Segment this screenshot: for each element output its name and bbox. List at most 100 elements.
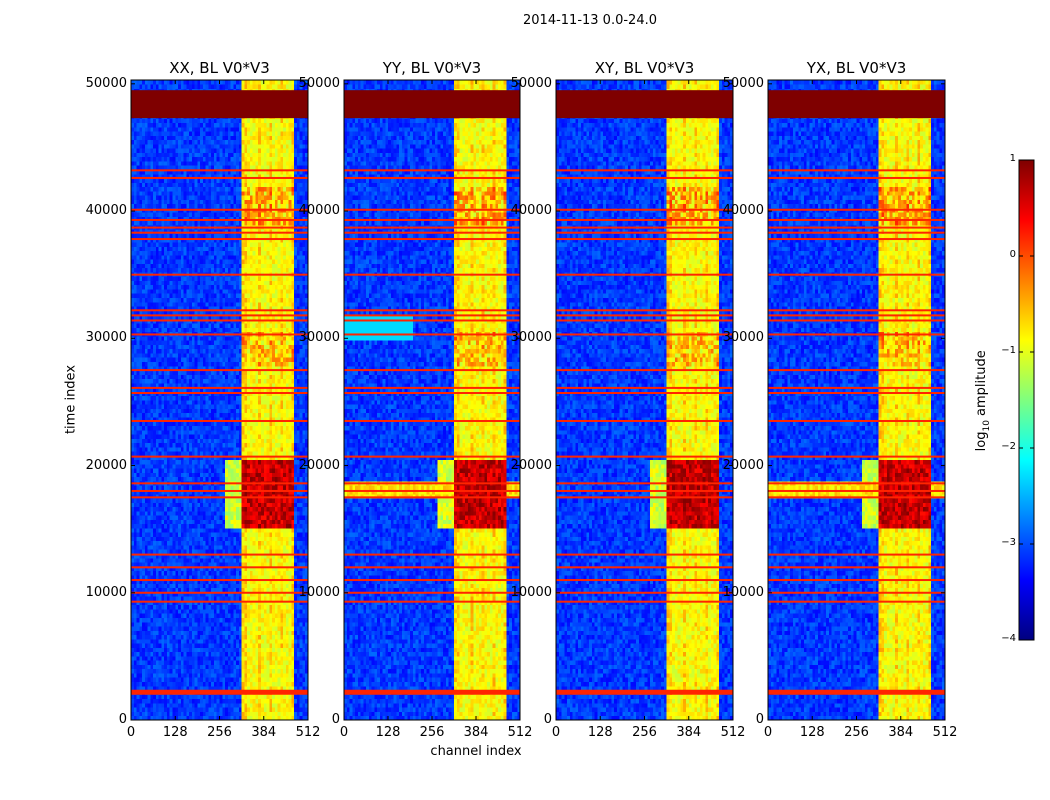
heatmap-cell	[250, 711, 253, 716]
heatmap-cell	[161, 673, 164, 678]
heatmap-cell	[255, 669, 258, 674]
heatmap-cell	[186, 673, 189, 678]
heatmap-cell	[153, 711, 156, 716]
heatmap-cell	[280, 677, 283, 682]
heatmap-cell	[214, 707, 217, 712]
heatmap-cell	[206, 711, 209, 716]
heatmap-cell	[175, 699, 178, 704]
heatmap-cell	[233, 673, 236, 678]
heatmap-cell	[283, 703, 286, 708]
heatmap-cell	[145, 703, 148, 708]
heatmap-cell	[300, 677, 303, 682]
heatmap-cell	[247, 707, 250, 712]
heatmap-cell	[189, 707, 192, 712]
heatmap-cell	[148, 673, 151, 678]
heatmap-cell	[167, 711, 170, 716]
heatmap-cell	[244, 707, 247, 712]
heatmap-cell	[261, 669, 264, 674]
heatmap-cell	[236, 677, 239, 682]
heatmap-cell	[244, 673, 247, 678]
heatmap-cell	[142, 711, 145, 716]
heatmap-cell	[217, 711, 220, 716]
heatmap-cell	[206, 694, 209, 699]
heatmap-cell	[145, 699, 148, 704]
heatmap-cell	[269, 682, 272, 687]
heatmap-cell	[283, 694, 286, 699]
heatmap-cell	[269, 669, 272, 674]
heatmap-cell	[244, 669, 247, 674]
heatmap-cell	[137, 699, 140, 704]
heatmap-cell	[283, 682, 286, 687]
heatmap-cell	[250, 699, 253, 704]
heatmap-cell	[200, 699, 203, 704]
heatmap-cell	[236, 703, 239, 708]
heatmap-cell	[297, 703, 300, 708]
heatmap-cell	[189, 669, 192, 674]
heatmap-cell	[236, 699, 239, 704]
heatmap-cell	[175, 694, 178, 699]
heatmap-cell	[195, 707, 198, 712]
heatmap-cell	[239, 703, 242, 708]
heatmap-cell	[253, 673, 256, 678]
heatmap-cell	[267, 673, 270, 678]
heatmap-cell	[161, 665, 164, 670]
heatmap-cell	[203, 673, 206, 678]
heatmap-cell	[289, 673, 292, 678]
heatmap-cell	[244, 694, 247, 699]
heatmap-cell	[184, 673, 187, 678]
heatmap-cell	[258, 673, 261, 678]
heatmap-cell	[153, 673, 156, 678]
heatmap-cell	[211, 677, 214, 682]
heatmap-cell	[200, 677, 203, 682]
heatmap-cell	[156, 673, 159, 678]
heatmap-cell	[189, 711, 192, 716]
heatmap-cell	[222, 682, 225, 687]
heatmap-cell	[150, 682, 153, 687]
heatmap-cell	[197, 699, 200, 704]
heatmap-cell	[167, 694, 170, 699]
heatmap-cell	[253, 682, 256, 687]
heatmap-cell	[195, 682, 198, 687]
heatmap-cell	[278, 703, 281, 708]
heatmap-cell	[211, 673, 214, 678]
heatmap-cell	[236, 711, 239, 716]
heatmap-cell	[247, 677, 250, 682]
heatmap-cell	[239, 699, 242, 704]
heatmap-cell	[206, 677, 209, 682]
heatmap-cell	[164, 707, 167, 712]
heatmap-cell	[289, 703, 292, 708]
heatmap-cell	[214, 673, 217, 678]
heatmap-cell	[153, 682, 156, 687]
heatmap-cell	[269, 673, 272, 678]
heatmap-cell	[280, 673, 283, 678]
heatmap-cell	[208, 669, 211, 674]
heatmap-cell	[186, 711, 189, 716]
heatmap-cell	[139, 665, 142, 670]
heatmap-cell	[145, 707, 148, 712]
heatmap-cell	[264, 699, 267, 704]
heatmap-cell	[217, 669, 220, 674]
heatmap-cell	[228, 699, 231, 704]
heatmap-cell	[148, 669, 151, 674]
heatmap-cell	[153, 669, 156, 674]
heatmap-cell	[211, 703, 214, 708]
heatmap-cell	[242, 669, 245, 674]
heatmap-cell	[217, 677, 220, 682]
heatmap-cell	[222, 673, 225, 678]
heatmap-cell	[137, 673, 140, 678]
heatmap-cell	[139, 682, 142, 687]
heatmap-cell	[184, 694, 187, 699]
heatmap-cell	[225, 703, 228, 708]
heatmap-cell	[302, 699, 305, 704]
heatmap-cell	[156, 669, 159, 674]
heatmap-cell	[291, 669, 294, 674]
heatmap-cell	[272, 669, 275, 674]
heatmap-cell	[139, 703, 142, 708]
heatmap-cell	[139, 707, 142, 712]
heatmap-cell	[192, 665, 195, 670]
heatmap-cell	[192, 711, 195, 716]
heatmap-cell	[233, 703, 236, 708]
heatmap-cell	[175, 665, 178, 670]
heatmap-cell	[208, 682, 211, 687]
heatmap-cell	[269, 711, 272, 716]
